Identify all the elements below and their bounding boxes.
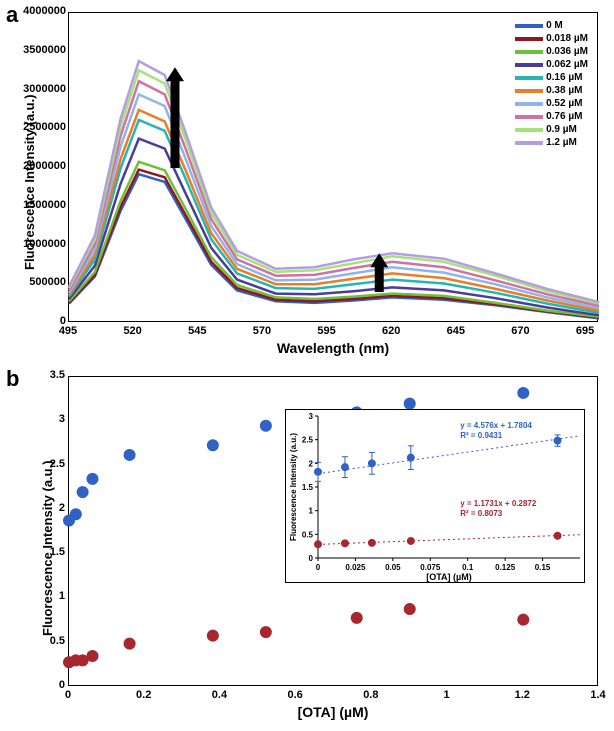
legend-item: 0.38 µM [515, 85, 588, 96]
panel-a-legend: 0 M 0.018 µM 0.036 µM 0.062 µM 0.16 µM 0.38 µ… [510, 17, 593, 151]
svg-text:0.075: 0.075 [420, 563, 441, 572]
svg-text:2: 2 [309, 459, 314, 468]
svg-text:0.15: 0.15 [535, 563, 551, 572]
legend-item: 0.036 µM [515, 46, 588, 57]
panel-b-inset: 0 0.5 1 1.5 2 2.5 3 0 0.025 0.05 0.075 0.1 0.125 0.15… [285, 409, 585, 583]
svg-text:0.05: 0.05 [385, 563, 401, 572]
svg-text:0.5: 0.5 [302, 530, 314, 539]
svg-text:y = 4.576x + 1.7804: y = 4.576x + 1.7804 [460, 421, 532, 430]
panel-a-xlabel: Wavelength (nm) [68, 340, 598, 356]
legend-item: 1.2 µM [515, 137, 588, 148]
panel-b-chart: 0 0.5 1 1.5 2 2.5 3 0 0.025 0.05 0.075 0.1 0.125 0.15… [68, 376, 598, 686]
legend-item: 0.062 µM [515, 59, 588, 70]
panel-a-chart: 0 M 0.018 µM 0.036 µM 0.062 µM 0.16 µM 0.38 µ… [68, 12, 598, 322]
svg-text:[OTA] (µM): [OTA] (µM) [426, 572, 472, 582]
legend-item: 0.16 µM [515, 72, 588, 83]
svg-text:2.5: 2.5 [302, 436, 314, 445]
svg-text:Fluorescence Intensity (a.u.): Fluorescence Intensity (a.u.) [289, 433, 298, 541]
svg-text:0: 0 [316, 563, 321, 572]
svg-text:0.1: 0.1 [462, 563, 474, 572]
panel-b-inset-svg: 0 0.5 1 1.5 2 2.5 3 0 0.025 0.05 0.075 0.1 0.125 0.15… [286, 410, 584, 582]
panel-b-xlabel: [OTA] (µM) [68, 704, 598, 720]
svg-text:0.025: 0.025 [345, 563, 366, 572]
svg-text:1: 1 [309, 507, 314, 516]
svg-text:0.125: 0.125 [495, 563, 516, 572]
legend-item: 0.76 µM [515, 111, 588, 122]
svg-text:R² = 0.8073: R² = 0.8073 [460, 509, 503, 518]
legend-item: 0.52 µM [515, 98, 588, 109]
svg-text:R² = 0.9431: R² = 0.9431 [460, 431, 503, 440]
svg-text:3: 3 [309, 412, 314, 421]
svg-text:y = 1.1731x + 0.2872: y = 1.1731x + 0.2872 [460, 499, 537, 508]
svg-text:0: 0 [309, 554, 314, 563]
svg-text:1.5: 1.5 [302, 483, 314, 492]
legend-item: 0.9 µM [515, 124, 588, 135]
legend-item: 0.018 µM [515, 33, 588, 44]
panel-b-label: b [6, 366, 19, 392]
legend-item: 0 M [515, 20, 588, 31]
